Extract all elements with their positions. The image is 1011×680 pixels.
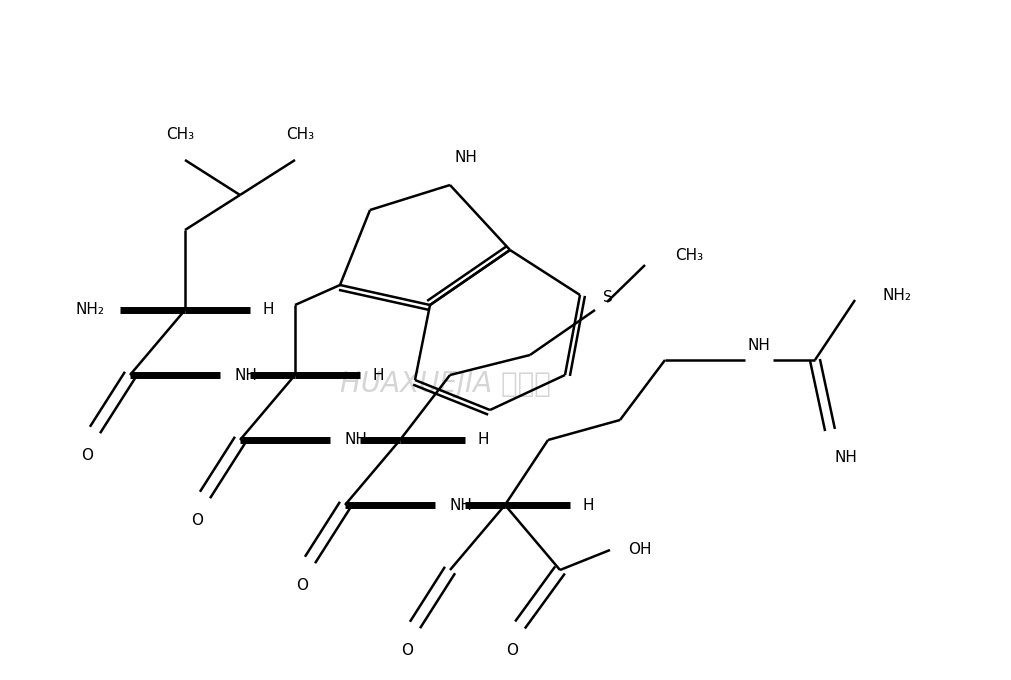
Text: CH₃: CH₃	[674, 248, 703, 262]
Text: CH₃: CH₃	[286, 127, 313, 142]
Text: CH₃: CH₃	[166, 127, 194, 142]
Text: NH₂: NH₂	[883, 288, 911, 303]
Text: NH: NH	[235, 367, 258, 382]
Text: H: H	[263, 303, 274, 318]
Text: NH: NH	[747, 337, 770, 352]
Text: H: H	[582, 498, 593, 513]
Text: H: H	[477, 432, 489, 447]
Text: NH: NH	[345, 432, 368, 447]
Text: O: O	[400, 643, 412, 658]
Text: OH: OH	[628, 543, 651, 558]
Text: O: O	[506, 643, 518, 658]
Text: HUAXUEJIA 化学加: HUAXUEJIA 化学加	[340, 370, 550, 398]
Text: NH: NH	[450, 498, 472, 513]
Text: O: O	[191, 513, 203, 528]
Text: NH₂: NH₂	[76, 303, 105, 318]
Text: O: O	[295, 578, 307, 593]
Text: O: O	[81, 448, 93, 463]
Text: H: H	[373, 367, 384, 382]
Text: NH: NH	[455, 150, 477, 165]
Text: NH: NH	[834, 450, 857, 465]
Text: S: S	[603, 290, 612, 305]
